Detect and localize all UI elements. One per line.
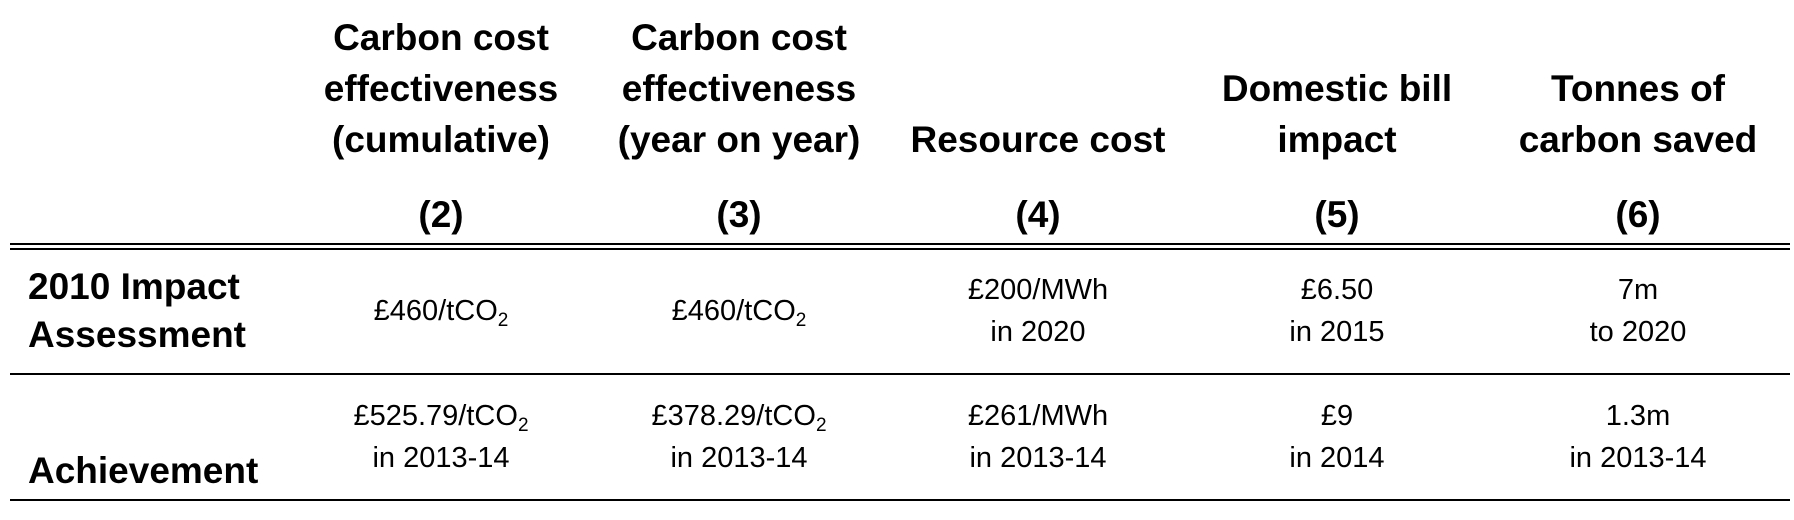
column-number: (3): [716, 193, 762, 235]
table-cell: £378.29/tCO2 in 2013-14: [590, 374, 888, 501]
header-carbon-cost-year-on-year: Carbon cost effectiveness (year on year)…: [590, 10, 888, 250]
table-cell: £9 in 2014: [1188, 374, 1486, 501]
header-resource-cost: Resource cost (4): [888, 10, 1188, 250]
header-domestic-bill-impact: Domestic bill impact (5): [1188, 10, 1486, 250]
table-cell: £460/tCO2: [292, 246, 590, 375]
row-label: 2010 Impact Assessment: [10, 246, 292, 375]
header-tonnes-carbon-saved: Tonnes of carbon saved (6): [1486, 10, 1790, 250]
table-cell: £460/tCO2: [590, 246, 888, 375]
table-cell: £525.79/tCO2 in 2013-14: [292, 374, 590, 501]
table-row-achievement: Achievement £525.79/tCO2 in 2013-14 £378…: [10, 374, 1790, 501]
header-row: Carbon cost effectiveness (cumulative) (…: [10, 10, 1790, 250]
row-label: Achievement: [10, 374, 292, 501]
table-cell: 1.3m in 2013-14: [1486, 374, 1790, 501]
table-row-impact-assessment: 2010 Impact Assessment £460/tCO2 £460/tC…: [10, 246, 1790, 375]
table-cell: 7m to 2020: [1486, 246, 1790, 375]
column-number: (2): [418, 193, 464, 235]
table-cell: £200/MWh in 2020: [888, 246, 1188, 375]
table-cell: £261/MWh in 2013-14: [888, 374, 1188, 501]
column-number: (6): [1615, 193, 1661, 235]
column-number: (5): [1314, 193, 1360, 235]
column-number: (4): [1015, 193, 1061, 235]
table-cell: £6.50 in 2015: [1188, 246, 1486, 375]
performance-table: Carbon cost effectiveness (cumulative) (…: [10, 10, 1790, 501]
header-corner: [10, 10, 292, 250]
header-carbon-cost-cumulative: Carbon cost effectiveness (cumulative) (…: [292, 10, 590, 250]
